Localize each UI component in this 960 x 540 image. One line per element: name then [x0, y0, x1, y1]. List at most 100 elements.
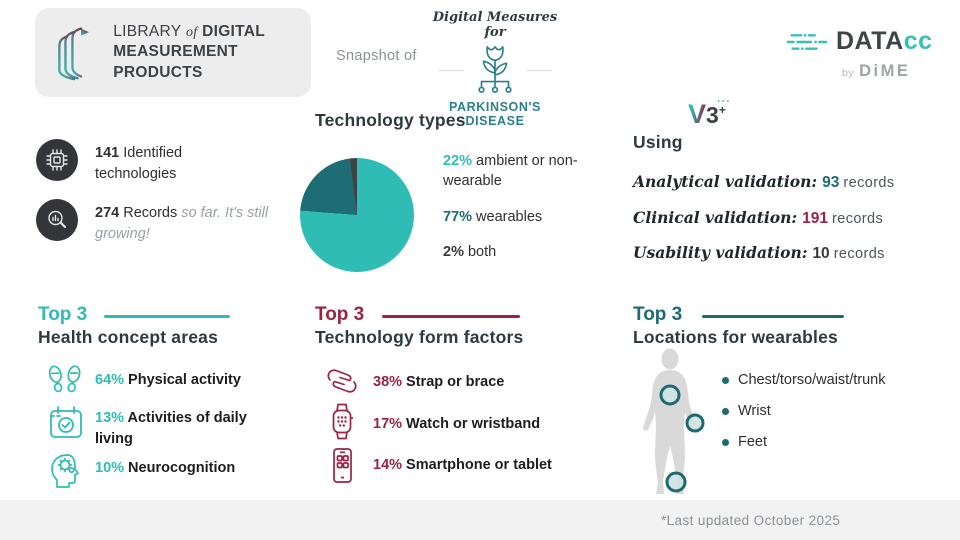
top3-form-rule — [382, 315, 520, 318]
top3-locations-heading: Top 3 — [633, 304, 683, 325]
body-silhouette — [643, 348, 705, 494]
snapshot-label: Snapshot of — [336, 48, 417, 64]
location-label: Feet — [738, 434, 768, 450]
using-title: Using — [633, 132, 683, 152]
validation-label: Usability validation: — [633, 243, 808, 262]
form-item-label: Smartphone or tablet — [402, 457, 552, 473]
form-item-pct: 14% — [373, 457, 403, 473]
v3-three: 3 — [706, 102, 719, 128]
v3-v: V — [688, 99, 707, 129]
validation-suffix: records — [833, 246, 885, 262]
locations-list: Chest/torso/waist/trunk Wrist Feet — [722, 372, 922, 465]
datacc-logo: DATAcc — [786, 27, 933, 56]
dime-logo: by DiME — [842, 62, 910, 81]
wrist-location-marker — [685, 413, 705, 433]
validation-count: 191 — [802, 210, 828, 227]
top3-health-rule — [104, 315, 230, 318]
logo-word-of: of — [185, 25, 198, 41]
location-item: Wrist — [722, 403, 922, 419]
technology-types-title: Technology types — [315, 110, 466, 130]
locations-for-wearables-title: Locations for wearables — [633, 327, 838, 347]
datacc-wordmark: DATAcc — [836, 27, 933, 56]
tulip-icon — [478, 46, 512, 93]
library-logo-card: LIBRARY of DIGITAL MEASUREMENT PRODUCTS — [35, 8, 311, 97]
location-label: Wrist — [738, 403, 771, 419]
validation-count: 10 — [812, 245, 830, 262]
last-updated-note: *Last updated October 2025 — [661, 513, 841, 528]
library-logo-text: LIBRARY of DIGITAL MEASUREMENT PRODUCTS — [113, 22, 311, 82]
logo-word-library: LIBRARY — [113, 23, 182, 41]
health-item: 10% Neurocognition — [95, 458, 280, 479]
technologies-stat: 141 Identified technologies — [95, 143, 240, 185]
legend-item: 2% both — [443, 242, 595, 262]
validation-count: 93 — [822, 174, 840, 191]
calendar-check-icon — [50, 406, 82, 438]
strap-hands-icon — [327, 369, 357, 393]
records-count: 274 — [95, 205, 120, 221]
top3-form-heading: Top 3 — [315, 304, 365, 325]
datacc-cc: cc — [903, 27, 933, 55]
health-item: 13% Activities of daily living — [95, 408, 275, 450]
logo-word-digital: DIGITAL — [202, 23, 266, 41]
smartphone-icon — [333, 448, 352, 483]
records-label: Records — [119, 205, 182, 221]
v3-dots: ··· — [717, 96, 731, 108]
health-item-pct: 13% — [95, 410, 125, 426]
program-header: Digital Measures for PARKINSON'S DISEASE — [421, 10, 569, 128]
form-item-label: Watch or wristband — [402, 416, 541, 432]
records-stat: 274 Records so far. It's still growing! — [95, 203, 270, 245]
program-title-top: Digital Measures for — [432, 10, 558, 40]
validation-row: Analytical validation: 93 records — [633, 172, 895, 192]
top3-health-heading: Top 3 — [38, 304, 88, 325]
legend-label: ambient or non-wearable — [443, 153, 578, 190]
technology-types-pie — [300, 158, 414, 272]
location-item: Feet — [722, 434, 922, 450]
validation-label: Analytical validation: — [633, 172, 818, 191]
validation-label: Clinical validation: — [633, 208, 798, 227]
datacc-data: DATA — [836, 27, 904, 55]
bullet-dot — [722, 439, 729, 446]
form-item: 14% Smartphone or tablet — [373, 455, 603, 476]
technology-form-factors-title: Technology form factors — [315, 327, 524, 347]
validation-row: Clinical validation: 191 records — [633, 208, 883, 228]
health-item-label: Neurocognition — [124, 460, 236, 476]
health-item-pct: 64% — [95, 372, 125, 388]
legend-pct: 22% — [443, 153, 473, 169]
chip-icon — [46, 149, 68, 171]
form-item-pct: 17% — [373, 416, 403, 432]
legend-item: 77% wearables — [443, 207, 595, 227]
form-item: 38% Strap or brace — [373, 372, 583, 393]
by-label: by — [842, 67, 855, 79]
legend-pct: 2% — [443, 243, 464, 260]
form-item: 17% Watch or wristband — [373, 414, 593, 435]
head-gears-icon — [51, 454, 79, 488]
bullet-dot — [722, 377, 729, 384]
book-logo-icon — [58, 27, 89, 80]
top3-locations-rule — [702, 315, 844, 318]
validation-suffix: records — [832, 211, 884, 227]
technology-types-legend: 22% ambient or non-wearable 77% wearable… — [443, 151, 595, 277]
search-chart-icon — [48, 210, 67, 229]
foot-location-marker — [665, 471, 687, 493]
health-item: 64% Physical activity — [95, 370, 280, 391]
records-note: so far. It's still growing! — [95, 205, 269, 243]
chest-location-marker — [659, 384, 681, 406]
v3-plus: + — [718, 103, 726, 117]
legend-item: 22% ambient or non-wearable — [443, 151, 595, 192]
technologies-stat-icon-circle — [36, 139, 78, 181]
legend-label: both — [463, 243, 497, 260]
health-item-label: Physical activity — [124, 372, 241, 388]
health-item-pct: 10% — [95, 460, 125, 476]
legend-label: wearables — [472, 208, 543, 225]
footer-bar — [0, 500, 960, 540]
dime-wordmark: DiME — [859, 62, 911, 80]
technologies-count: 141 — [95, 145, 120, 161]
bullet-dot — [722, 408, 729, 415]
validation-suffix: records — [843, 175, 895, 191]
smartwatch-icon — [332, 403, 353, 440]
program-title-bottom: PARKINSON'S DISEASE — [449, 100, 541, 128]
validation-row: Usability validation: 10 records — [633, 243, 885, 263]
legend-pct: 77% — [443, 208, 473, 225]
network-icon — [786, 33, 828, 50]
footprints-icon — [48, 365, 81, 393]
